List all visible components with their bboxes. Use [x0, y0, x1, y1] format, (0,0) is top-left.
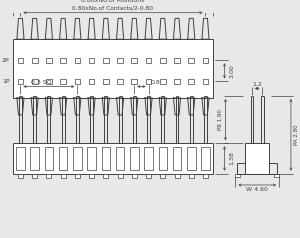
- Bar: [61, 174, 66, 178]
- Bar: [146, 79, 152, 84]
- Bar: [103, 174, 108, 178]
- Bar: [146, 174, 151, 178]
- Bar: [32, 174, 37, 178]
- Bar: [132, 174, 137, 178]
- Bar: [202, 58, 208, 63]
- Text: 0.3 SQ: 0.3 SQ: [32, 80, 52, 85]
- Bar: [75, 174, 80, 178]
- Text: 3.00: 3.00: [230, 64, 235, 78]
- Bar: [46, 79, 52, 84]
- Bar: [103, 79, 109, 84]
- Bar: [189, 174, 194, 178]
- Bar: [158, 147, 167, 170]
- Bar: [45, 147, 53, 170]
- Bar: [13, 143, 213, 174]
- Bar: [203, 174, 208, 178]
- Text: 1.2: 1.2: [252, 82, 262, 87]
- Text: 2P: 2P: [2, 58, 9, 63]
- Text: 0.8: 0.8: [151, 80, 160, 85]
- Text: W 4.60: W 4.60: [246, 187, 268, 192]
- Bar: [188, 79, 194, 84]
- Bar: [60, 58, 66, 63]
- Bar: [160, 58, 166, 63]
- Bar: [18, 79, 23, 84]
- Text: 1.38: 1.38: [230, 152, 235, 165]
- Bar: [131, 79, 137, 84]
- Bar: [160, 79, 166, 84]
- Bar: [188, 58, 194, 63]
- Bar: [60, 79, 66, 84]
- Bar: [32, 79, 38, 84]
- Text: 0.80xNo.of Contacts/2-0.80: 0.80xNo.of Contacts/2-0.80: [73, 6, 154, 11]
- Bar: [32, 58, 38, 63]
- Bar: [13, 39, 213, 98]
- Bar: [59, 147, 68, 170]
- Bar: [18, 58, 23, 63]
- Bar: [201, 147, 210, 170]
- Bar: [173, 147, 181, 170]
- Bar: [18, 174, 23, 178]
- Bar: [236, 174, 240, 177]
- Bar: [202, 79, 208, 84]
- Bar: [89, 174, 94, 178]
- Bar: [74, 58, 80, 63]
- Bar: [30, 147, 39, 170]
- Bar: [144, 147, 153, 170]
- Bar: [187, 147, 196, 170]
- Bar: [131, 58, 137, 63]
- Bar: [146, 58, 152, 63]
- Bar: [89, 58, 94, 63]
- Bar: [174, 79, 180, 84]
- Bar: [174, 58, 180, 63]
- Text: PB 1.90: PB 1.90: [218, 109, 223, 130]
- Bar: [274, 174, 279, 177]
- Bar: [89, 79, 94, 84]
- Bar: [118, 174, 123, 178]
- Bar: [117, 79, 123, 84]
- Bar: [46, 58, 52, 63]
- Bar: [160, 174, 165, 178]
- Bar: [130, 147, 139, 170]
- Bar: [116, 147, 124, 170]
- Text: PA 2.80: PA 2.80: [294, 124, 299, 145]
- Text: 1P: 1P: [2, 79, 9, 84]
- Bar: [117, 58, 123, 63]
- Bar: [87, 147, 96, 170]
- Bar: [175, 174, 179, 178]
- Bar: [74, 79, 80, 84]
- Bar: [102, 147, 110, 170]
- Bar: [46, 174, 51, 178]
- Bar: [16, 147, 25, 170]
- Bar: [73, 147, 82, 170]
- Bar: [245, 143, 269, 174]
- Bar: [103, 58, 109, 63]
- Text: 0.80xNo.of Positions: 0.80xNo.of Positions: [81, 0, 145, 3]
